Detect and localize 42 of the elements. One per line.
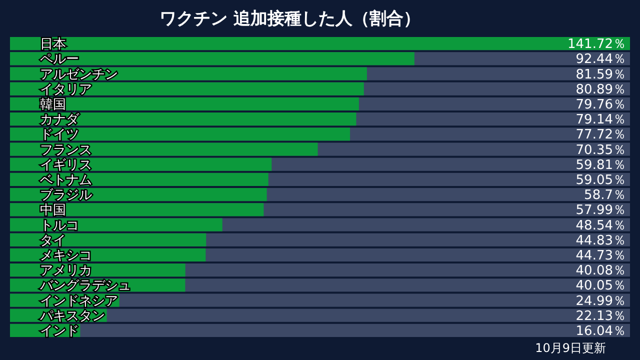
y-tick-label: 中国: [40, 203, 66, 218]
data-label: 40.05％: [576, 278, 626, 294]
y-tick-label: イギリス: [40, 158, 92, 173]
y-tick-label: アルゼンチン: [40, 67, 118, 82]
data-label: 92.44％: [576, 52, 626, 68]
data-label: 48.54％: [576, 218, 626, 234]
y-tick-label: ブラジル: [40, 188, 92, 204]
data-label: 16.04％: [576, 324, 626, 339]
y-tick-label: バングラデシュ: [39, 278, 131, 294]
y-tick-label: メキシコ: [40, 248, 92, 264]
y-tick-label: タイ: [40, 233, 66, 248]
y-tick-label: カナダ: [40, 112, 80, 128]
chart-title: ワクチン 追加接種した人（割合）: [160, 9, 420, 29]
data-label: 24.99％: [576, 294, 626, 309]
data-label: 70.35％: [576, 142, 626, 158]
text: 10月9日更新: [535, 341, 606, 355]
y-tick-label: インド: [40, 324, 79, 339]
y-tick-label: ドイツ: [40, 128, 79, 143]
data-label: 40.08％: [576, 264, 626, 279]
data-label: 57.99％: [576, 203, 626, 218]
y-tick-label: ペルー: [40, 52, 79, 68]
data-label: 77.72％: [576, 128, 626, 143]
y-tick-label: フランス: [40, 142, 92, 158]
y-tick-label: イタリア: [40, 82, 92, 98]
y-tick-label: インドネシア: [40, 294, 118, 309]
data-label: 79.76％: [576, 98, 626, 112]
data-label: 59.05％: [576, 173, 626, 188]
data-label: 44.83％: [576, 233, 626, 248]
y-tick-label: 韓国: [40, 98, 66, 112]
y-tick-label: トルコ: [40, 218, 79, 234]
y-tick-label: 日本: [40, 37, 66, 52]
data-label: 80.89％: [576, 82, 626, 98]
data-label: 22.13％: [576, 308, 626, 324]
data-label: 79.14％: [576, 112, 626, 128]
data-label: 59.81％: [576, 158, 626, 173]
y-tick-label: パキスタン: [39, 308, 105, 324]
data-label: 58.7％: [584, 188, 626, 204]
y-tick-label: ベトナム: [40, 173, 92, 188]
data-label: 44.73％: [576, 248, 626, 264]
data-label: 81.59％: [576, 67, 626, 82]
y-tick-label: アメリカ: [40, 264, 92, 279]
data-label: 141.72％: [568, 37, 626, 52]
